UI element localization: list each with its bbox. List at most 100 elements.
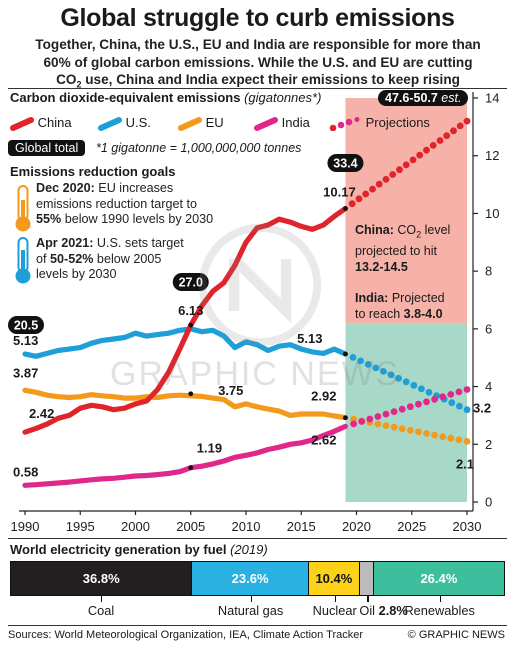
estimate-badge-value: 47.6-50.7 (385, 91, 438, 105)
y-tick-label-0: 0 (485, 495, 492, 510)
series-line-us (22, 326, 348, 359)
projection-dot-us (372, 364, 380, 372)
projection-dot-eu (374, 420, 382, 428)
projection-dot-china (429, 142, 437, 149)
goal-eu-date: Dec 2020: (36, 181, 95, 195)
goal-eu-text-2: emissions reduction target to (36, 196, 198, 211)
projection-dot-china (443, 132, 451, 140)
x-tick-label-2005: 2005 (176, 519, 205, 534)
projection-dot-india (390, 408, 398, 415)
global-total-pill-bg-2005 (172, 273, 209, 291)
data-label-eu-2019: 2.92 (311, 389, 336, 404)
goal-us-text-3: levels by 2030 (36, 267, 117, 281)
thermometer-orange-icon (15, 185, 31, 232)
subtitle-line-3: CO2 use, China and India expect their em… (16, 71, 500, 94)
y-tick-label-14: 14 (485, 91, 499, 106)
projection-dot-china (375, 180, 383, 188)
china-annotation-sub: 2 (416, 229, 422, 240)
y-tick-label-10: 10 (485, 206, 499, 221)
electricity-tick-renewables (439, 596, 441, 602)
legend-label-china: China (37, 115, 72, 130)
projection-dot-eu (463, 438, 471, 445)
projection-dot-india (406, 403, 414, 411)
subtitle-line-1: Together, China, the U.S., EU and India … (35, 37, 481, 52)
projection-dot-eu (455, 436, 463, 444)
marker-dot-eu-2005 (188, 391, 194, 397)
x-tick-label-2015: 2015 (287, 519, 316, 534)
projection-dot-us (425, 388, 433, 396)
credit: © GRAPHIC NEWS (407, 629, 505, 641)
legend-item-india: India (254, 115, 310, 131)
projection-dot-india (382, 410, 390, 418)
global-total-pill-1990: 20.5 (14, 319, 38, 333)
projection-dot-india (423, 398, 430, 406)
electricity-label-renewables: Renewables (404, 603, 475, 618)
x-tick-label-2025: 2025 (397, 519, 426, 534)
data-label-india-2019: 2.62 (311, 432, 336, 447)
legend-item-projections: Projections (328, 115, 430, 131)
data-label-us-2019: 5.13 (297, 331, 322, 346)
x-tick-label-1990: 1990 (11, 519, 40, 534)
projection-dot-us (402, 378, 410, 386)
projection-dot-china (456, 122, 464, 130)
y-tick-label-12: 12 (485, 148, 499, 163)
india-annotation-text-1: Projected (388, 291, 445, 305)
goal-eu-text-3: below 1990 levels by 2030 (61, 212, 214, 226)
marker-dot-china-2005 (188, 322, 194, 328)
subtitle-co-sub: 2 (76, 79, 82, 90)
estimate-badge: 47.6-50.7 est. (378, 90, 469, 106)
legend-label-eu: EU (205, 115, 224, 130)
projection-dot-china (409, 156, 417, 164)
legend-label-projections: Projections (365, 115, 430, 130)
chart-heading-label: Carbon dioxide-equivalent emissions (10, 90, 241, 105)
point-labels: 2.42 10.17 6.13 5.13 5.13 3.2 3.87 3.75 2.92 2.1 0… (8, 154, 491, 479)
subtitle-rest: use, China and India expect their emissi… (81, 72, 460, 87)
x-tick-label-2020: 2020 (342, 519, 371, 534)
projection-dot-india (447, 391, 455, 398)
projection-dot-eu (382, 422, 390, 429)
x-tick-label-2000: 2000 (121, 519, 150, 534)
subtitle-co: CO (56, 72, 77, 87)
data-label-eu-2030: 2.1 (456, 456, 474, 471)
projection-dot-china (389, 171, 397, 178)
projection-dot-china (416, 151, 424, 159)
projection-dot-us (463, 406, 471, 414)
data-label-india-1990: 0.58 (13, 464, 38, 479)
electricity-tick-nuclear (334, 596, 336, 602)
legend-swatch-eu (178, 116, 202, 131)
data-label-china-1990: 2.42 (29, 406, 54, 421)
projection-dot-china (463, 117, 471, 125)
projection-dot-india (455, 388, 463, 396)
legend-swatch-us (98, 116, 122, 131)
electricity-tick-coal (101, 596, 103, 602)
projection-dot-china (450, 127, 457, 135)
electricity-heading-label: World electricity generation by fuel (10, 542, 227, 557)
legend-swatch-projections (329, 116, 360, 131)
global-total-pill-bg-2019 (327, 154, 364, 172)
projection-band-india (345, 323, 467, 502)
electricity-segment-nuclear: 10.4% (308, 562, 361, 595)
china-annotation-range: 13.2-14.5 (355, 259, 408, 274)
series-line-china (22, 205, 348, 435)
marker-dot-eu-2019 (343, 415, 348, 421)
subtitle: Together, China, the U.S., EU and India … (16, 36, 500, 94)
electricity-labels: Coal Natural gas Nuclear Oil 2.8% Renewables (10, 596, 505, 620)
projection-dot-us (357, 357, 364, 365)
data-label-china-2019: 10.17 (323, 185, 356, 200)
electricity-segment-oil (360, 562, 374, 595)
projection-dot-us (410, 381, 418, 389)
projection-dot-us (395, 374, 402, 382)
legend-swatch-china (10, 116, 34, 131)
global-total-badge: Global total (8, 140, 86, 156)
x-tick-label-1995: 1995 (66, 519, 95, 534)
global-total-pill-bg-1990 (8, 316, 44, 334)
thermometer-blue-icon (15, 237, 31, 284)
projection-dot-china (436, 137, 444, 144)
electricity-heading-year: (2019) (226, 542, 268, 557)
marker-dot-us-2019 (343, 351, 348, 357)
projection-dot-china (396, 166, 403, 174)
legend-swatch-india (254, 116, 278, 131)
projection-dot-india (398, 405, 406, 413)
projection-dot-us (380, 368, 387, 375)
